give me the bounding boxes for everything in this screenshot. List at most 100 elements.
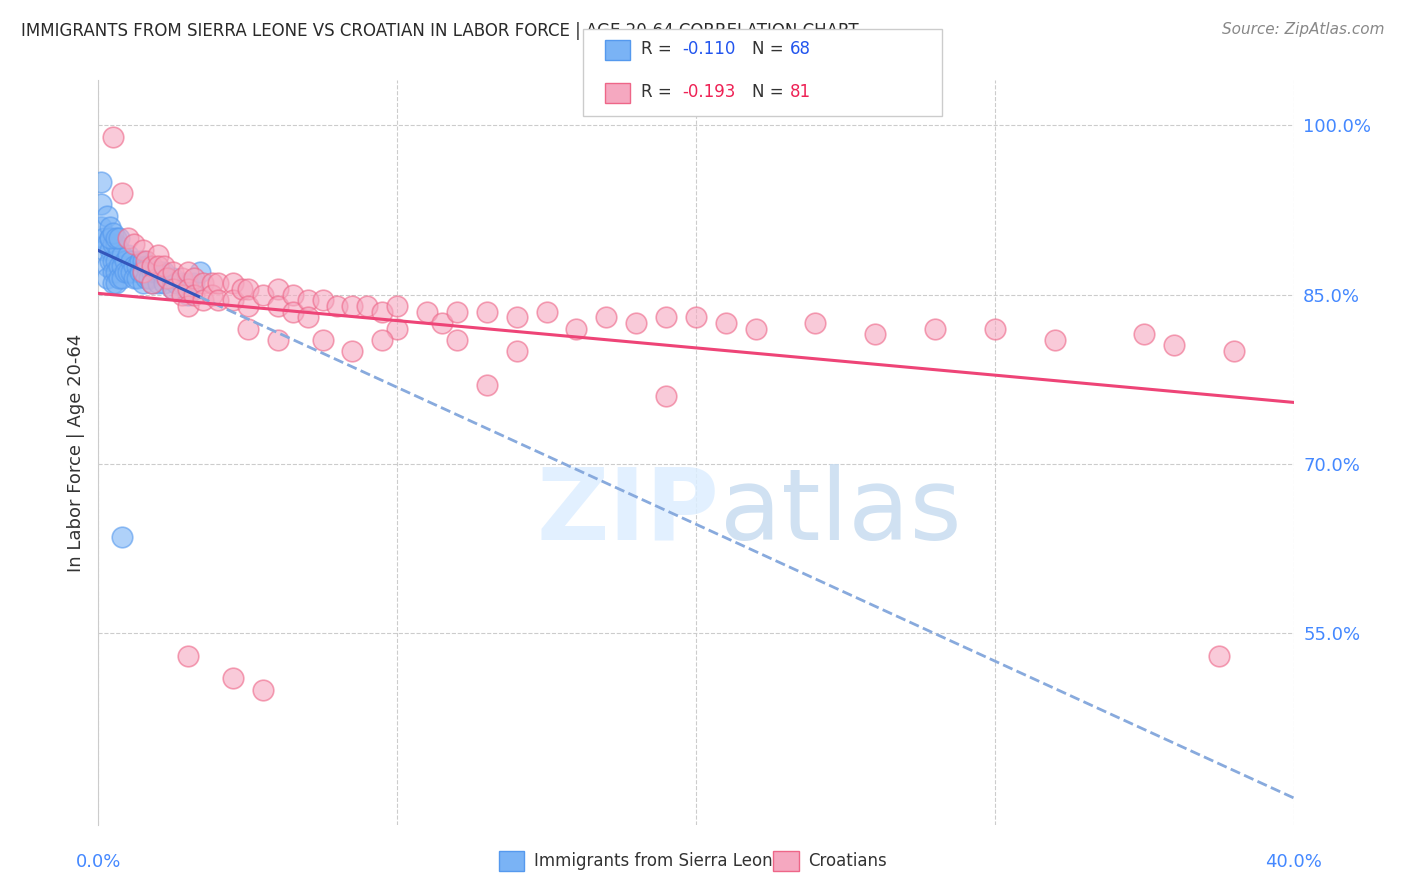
Point	[267, 282, 290, 296]
Point	[536, 304, 558, 318]
Point	[201, 287, 224, 301]
Text: ZIP: ZIP	[537, 464, 720, 561]
Text: R =: R =	[641, 40, 678, 58]
Point	[114, 253, 136, 268]
Point	[475, 378, 498, 392]
Point	[103, 265, 125, 279]
Point	[165, 277, 187, 291]
Point	[172, 277, 194, 291]
Point	[714, 316, 737, 330]
Point	[356, 299, 378, 313]
Point	[506, 310, 529, 325]
Point	[138, 270, 160, 285]
Text: Croatians: Croatians	[808, 852, 887, 870]
Text: -0.193: -0.193	[682, 83, 735, 101]
Point	[132, 253, 155, 268]
Point	[153, 260, 176, 274]
Point	[416, 304, 439, 318]
Text: Source: ZipAtlas.com: Source: ZipAtlas.com	[1222, 22, 1385, 37]
Point	[156, 270, 179, 285]
Point	[162, 282, 184, 296]
Text: -0.110: -0.110	[682, 40, 735, 58]
Point	[103, 277, 125, 291]
Point	[626, 316, 648, 330]
Point	[162, 270, 184, 285]
Point	[655, 389, 678, 403]
Point	[124, 236, 146, 251]
Point	[132, 243, 155, 257]
Point	[371, 333, 394, 347]
Point	[138, 260, 160, 274]
Point	[98, 231, 122, 245]
Point	[108, 231, 131, 245]
Point	[135, 260, 157, 274]
Point	[342, 299, 364, 313]
Point	[148, 248, 170, 262]
Point	[172, 287, 194, 301]
Point	[162, 282, 184, 296]
Point	[1043, 333, 1066, 347]
Point	[127, 260, 149, 274]
Point	[132, 265, 155, 279]
Point	[111, 270, 134, 285]
Point	[103, 129, 125, 144]
Point	[111, 260, 134, 274]
Point	[153, 265, 176, 279]
Point	[201, 277, 224, 291]
Point	[105, 265, 128, 279]
Point	[252, 287, 274, 301]
Point	[177, 299, 200, 313]
Point	[96, 236, 118, 251]
Point	[222, 277, 245, 291]
Point	[475, 304, 498, 318]
Point	[132, 265, 155, 279]
Point	[177, 648, 200, 663]
Point	[129, 253, 152, 268]
Point	[98, 219, 122, 234]
Point	[141, 260, 163, 274]
Point	[120, 253, 142, 268]
Point	[148, 265, 170, 279]
Point	[446, 304, 468, 318]
Point	[111, 248, 134, 262]
Point	[90, 197, 112, 211]
Point	[267, 299, 290, 313]
Point	[252, 682, 274, 697]
Point	[188, 265, 211, 279]
Text: 40.0%: 40.0%	[1265, 854, 1322, 871]
Point	[865, 327, 887, 342]
Point	[98, 231, 122, 245]
Point	[326, 299, 349, 313]
Point	[267, 333, 290, 347]
Point	[124, 260, 146, 274]
Point	[117, 231, 139, 245]
Point	[150, 265, 173, 279]
Point	[191, 293, 214, 308]
Point	[745, 321, 768, 335]
Point	[111, 186, 134, 201]
Point	[108, 243, 131, 257]
Point	[108, 260, 131, 274]
Text: atlas: atlas	[720, 464, 962, 561]
Point	[595, 310, 617, 325]
Point	[222, 293, 245, 308]
Text: N =: N =	[752, 40, 789, 58]
Point	[96, 260, 118, 274]
Point	[1163, 338, 1185, 352]
Text: N =: N =	[752, 83, 789, 101]
Point	[148, 277, 170, 291]
Point	[98, 253, 122, 268]
Point	[685, 310, 707, 325]
Point	[117, 248, 139, 262]
Point	[804, 316, 827, 330]
Point	[120, 265, 142, 279]
Point	[311, 333, 333, 347]
Point	[183, 277, 205, 291]
Point	[105, 277, 128, 291]
Point	[183, 270, 205, 285]
Point	[565, 321, 588, 335]
Point	[105, 253, 128, 268]
Text: Immigrants from Sierra Leone: Immigrants from Sierra Leone	[534, 852, 783, 870]
Point	[129, 265, 152, 279]
Point	[132, 277, 155, 291]
